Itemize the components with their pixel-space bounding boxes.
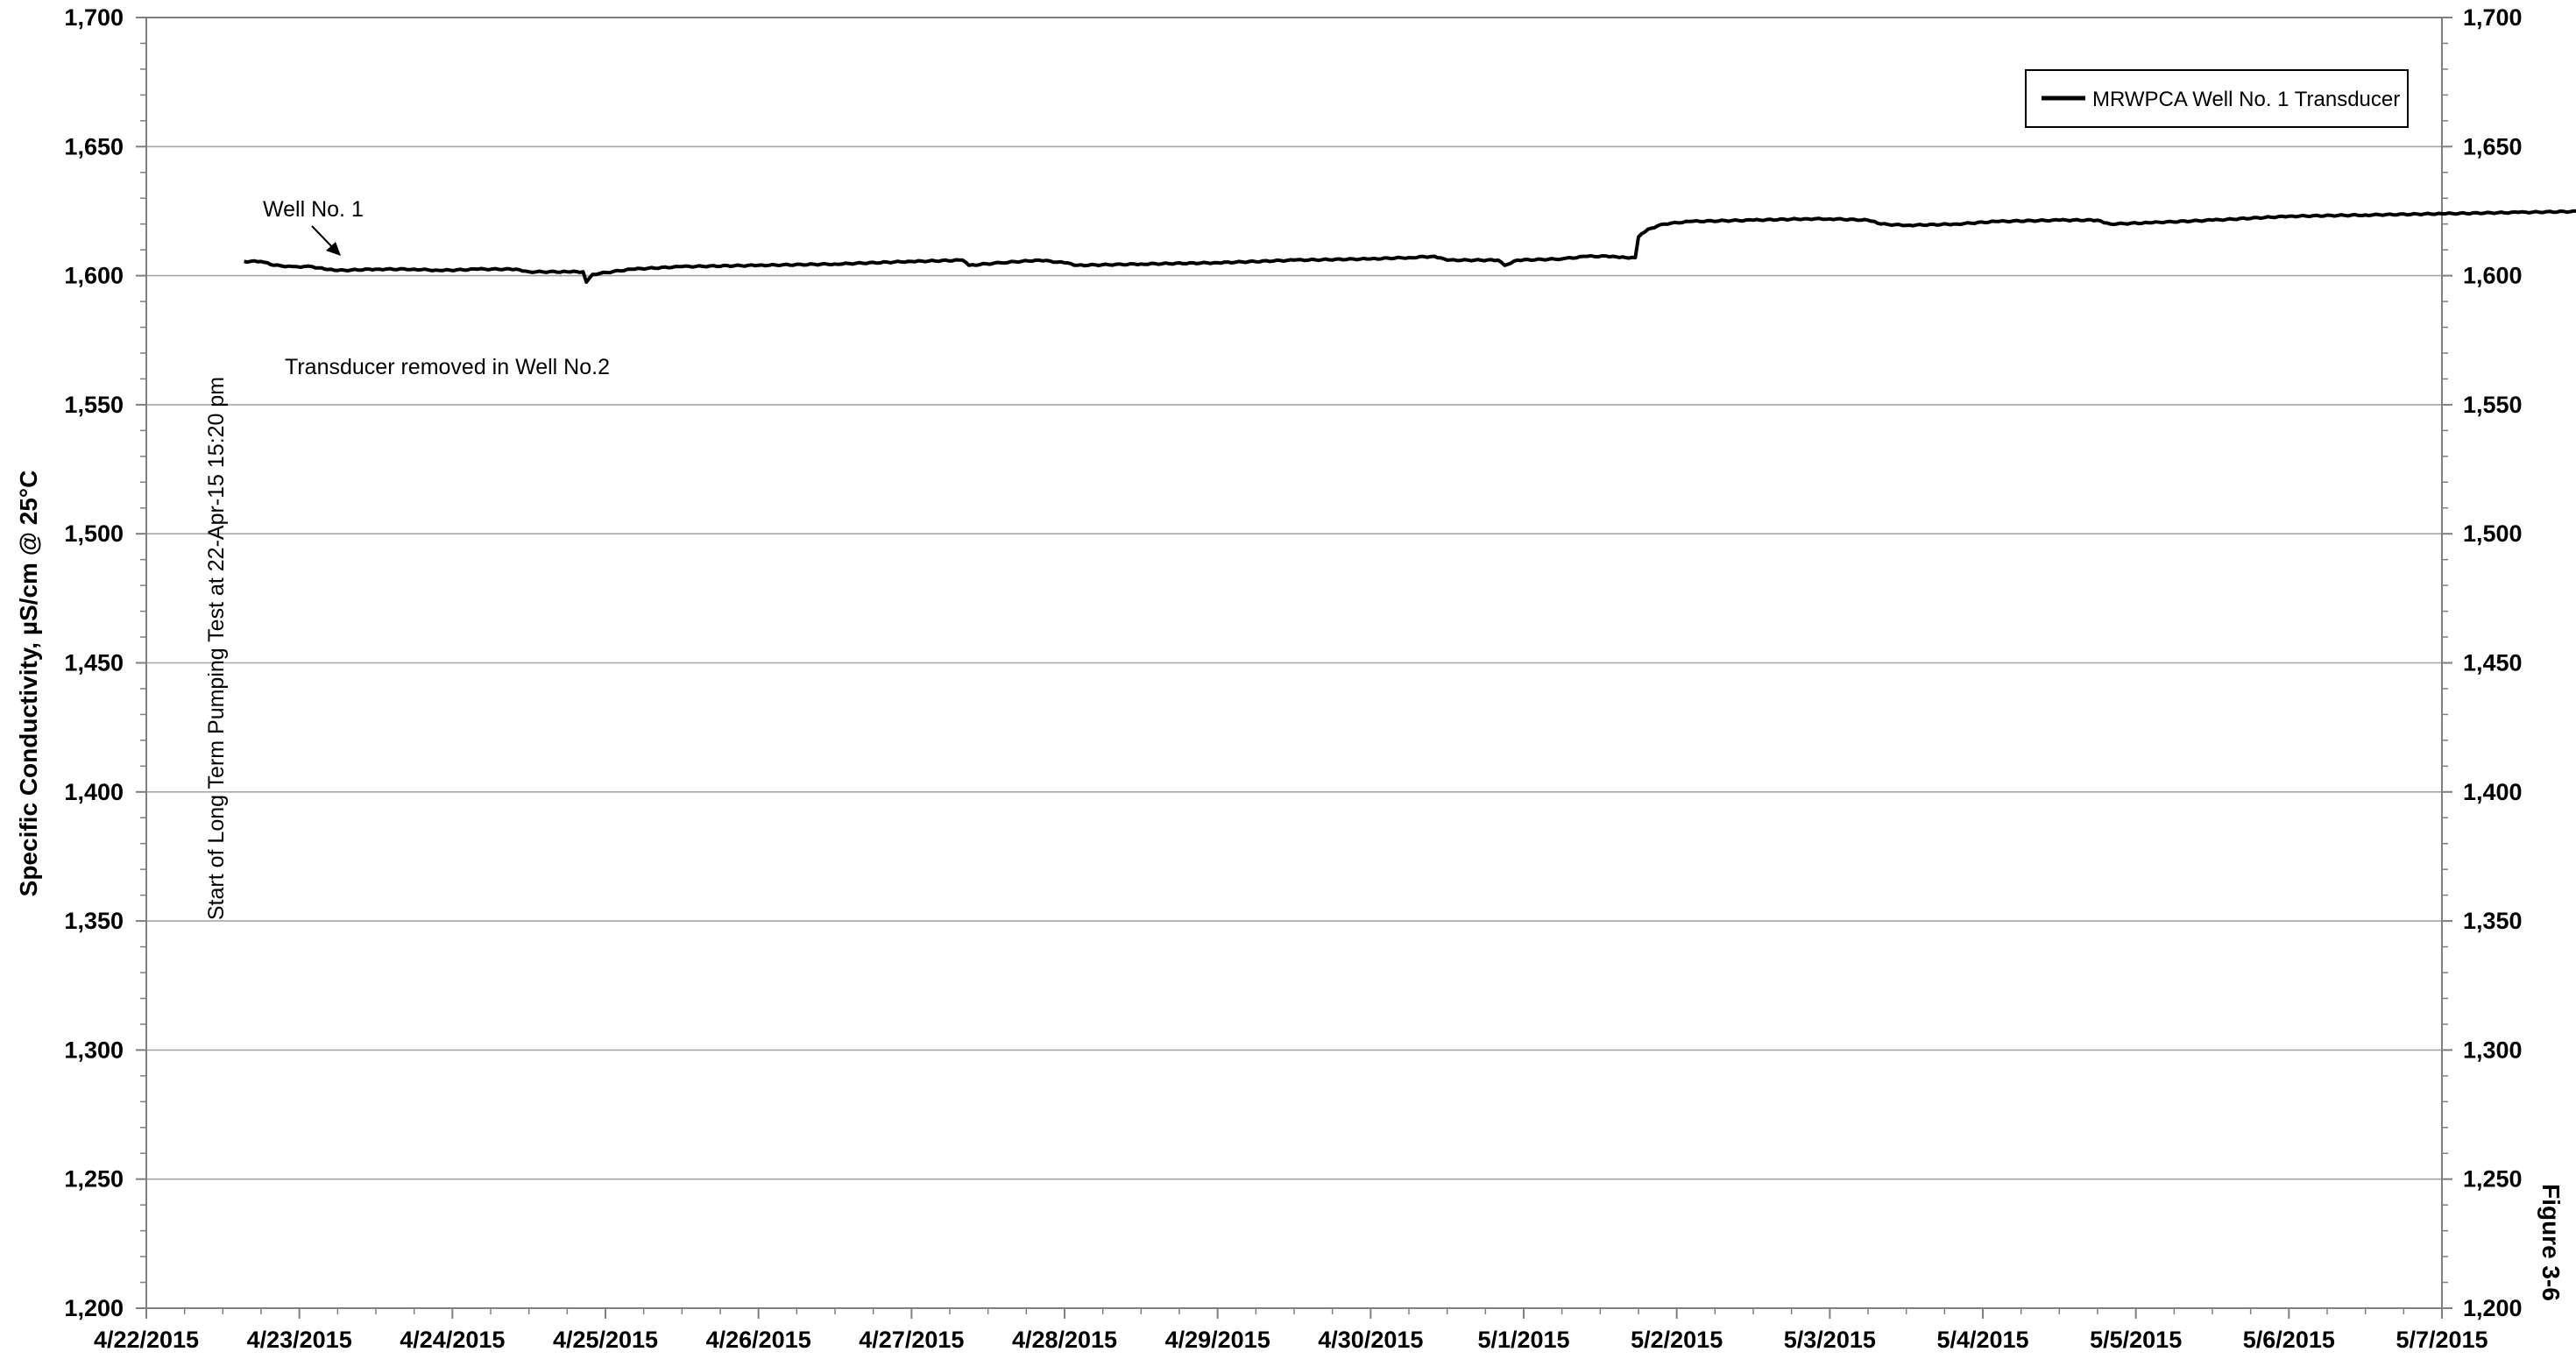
y-tick-label-right: 1,550 (2463, 392, 2523, 418)
y-tick-label-right: 1,600 (2463, 263, 2523, 289)
annotation-transducer-removed: Transducer removed in Well No.2 (285, 355, 610, 379)
x-tick-label: 4/25/2015 (553, 1327, 658, 1353)
x-tick-label: 4/26/2015 (706, 1327, 811, 1353)
y-tick-label-right: 1,650 (2463, 133, 2523, 159)
y-tick-label: 1,250 (64, 1166, 124, 1193)
y-tick-label-right: 1,500 (2463, 520, 2523, 547)
x-tick-label: 5/5/2015 (2090, 1327, 2182, 1353)
x-tick-label: 4/28/2015 (1012, 1327, 1117, 1353)
x-tick-label: 5/3/2015 (1784, 1327, 1876, 1353)
annotation-arrow-head (326, 242, 341, 256)
y-tick-label: 1,400 (64, 779, 124, 805)
y-tick-label: 1,500 (64, 520, 124, 547)
y-tick-label-right: 1,350 (2463, 908, 2523, 934)
x-tick-label: 4/29/2015 (1165, 1327, 1270, 1353)
y-tick-label-right: 1,400 (2463, 779, 2523, 805)
y-tick-label: 1,300 (64, 1037, 124, 1063)
x-tick-label: 5/1/2015 (1477, 1327, 1569, 1353)
y-tick-label: 1,450 (64, 650, 124, 676)
y-axis-right: 1,200 1,250 1,300 1,350 1,400 1,450 1,500 1,550… (2442, 4, 2523, 1321)
legend-label: MRWPCA Well No. 1 Transducer (2092, 88, 2400, 111)
x-tick-label: 4/30/2015 (1318, 1327, 1423, 1353)
y-tick-label: 1,650 (64, 133, 124, 159)
minor-ticks (140, 42, 2448, 1314)
x-tick-label: 4/24/2015 (400, 1327, 505, 1353)
y-tick-label: 1,700 (64, 4, 124, 31)
y-tick-label-right: 1,700 (2463, 4, 2523, 31)
x-tick-label: 5/7/2015 (2396, 1327, 2488, 1353)
figure-label: Figure 3-6 (2537, 1184, 2565, 1301)
y-tick-label: 1,550 (64, 392, 124, 418)
x-tick-label: 4/22/2015 (94, 1327, 199, 1353)
annotation-long-term-test: Start of Long Term Pumping Test at 22-Ap… (204, 377, 229, 920)
x-axis: 4/22/2015 4/23/2015 4/24/2015 4/25/2015 4/26… (94, 1308, 2488, 1353)
annotation-well-no-1: Well No. 1 (263, 197, 364, 222)
x-tick-label: 4/23/2015 (247, 1327, 352, 1353)
y-tick-label-right: 1,450 (2463, 650, 2523, 676)
y-axis-left: 1,200 1,250 1,300 1,350 1,400 1,450 1,500 1,550… (64, 4, 146, 1321)
series-group (244, 209, 2576, 284)
x-tick-label: 5/4/2015 (1936, 1327, 2028, 1353)
x-tick-label: 4/27/2015 (859, 1327, 964, 1353)
legend-box (2025, 69, 2409, 128)
y-tick-label: 1,200 (64, 1295, 124, 1321)
x-tick-label: 5/6/2015 (2243, 1327, 2335, 1353)
y-tick-label-right: 1,300 (2463, 1037, 2523, 1063)
y-tick-label: 1,350 (64, 908, 124, 934)
y-tick-label-right: 1,200 (2463, 1295, 2523, 1321)
y-tick-label-right: 1,250 (2463, 1166, 2523, 1193)
gridlines (146, 145, 2442, 1180)
x-tick-label: 5/2/2015 (1631, 1327, 1723, 1353)
legend: MRWPCA Well No. 1 Transducer (2025, 69, 2409, 128)
y-tick-label: 1,600 (64, 263, 124, 289)
y-axis-title: Specific Conductivity, µS/cm @ 25°C (15, 471, 42, 897)
series-line-0 (244, 209, 2576, 284)
